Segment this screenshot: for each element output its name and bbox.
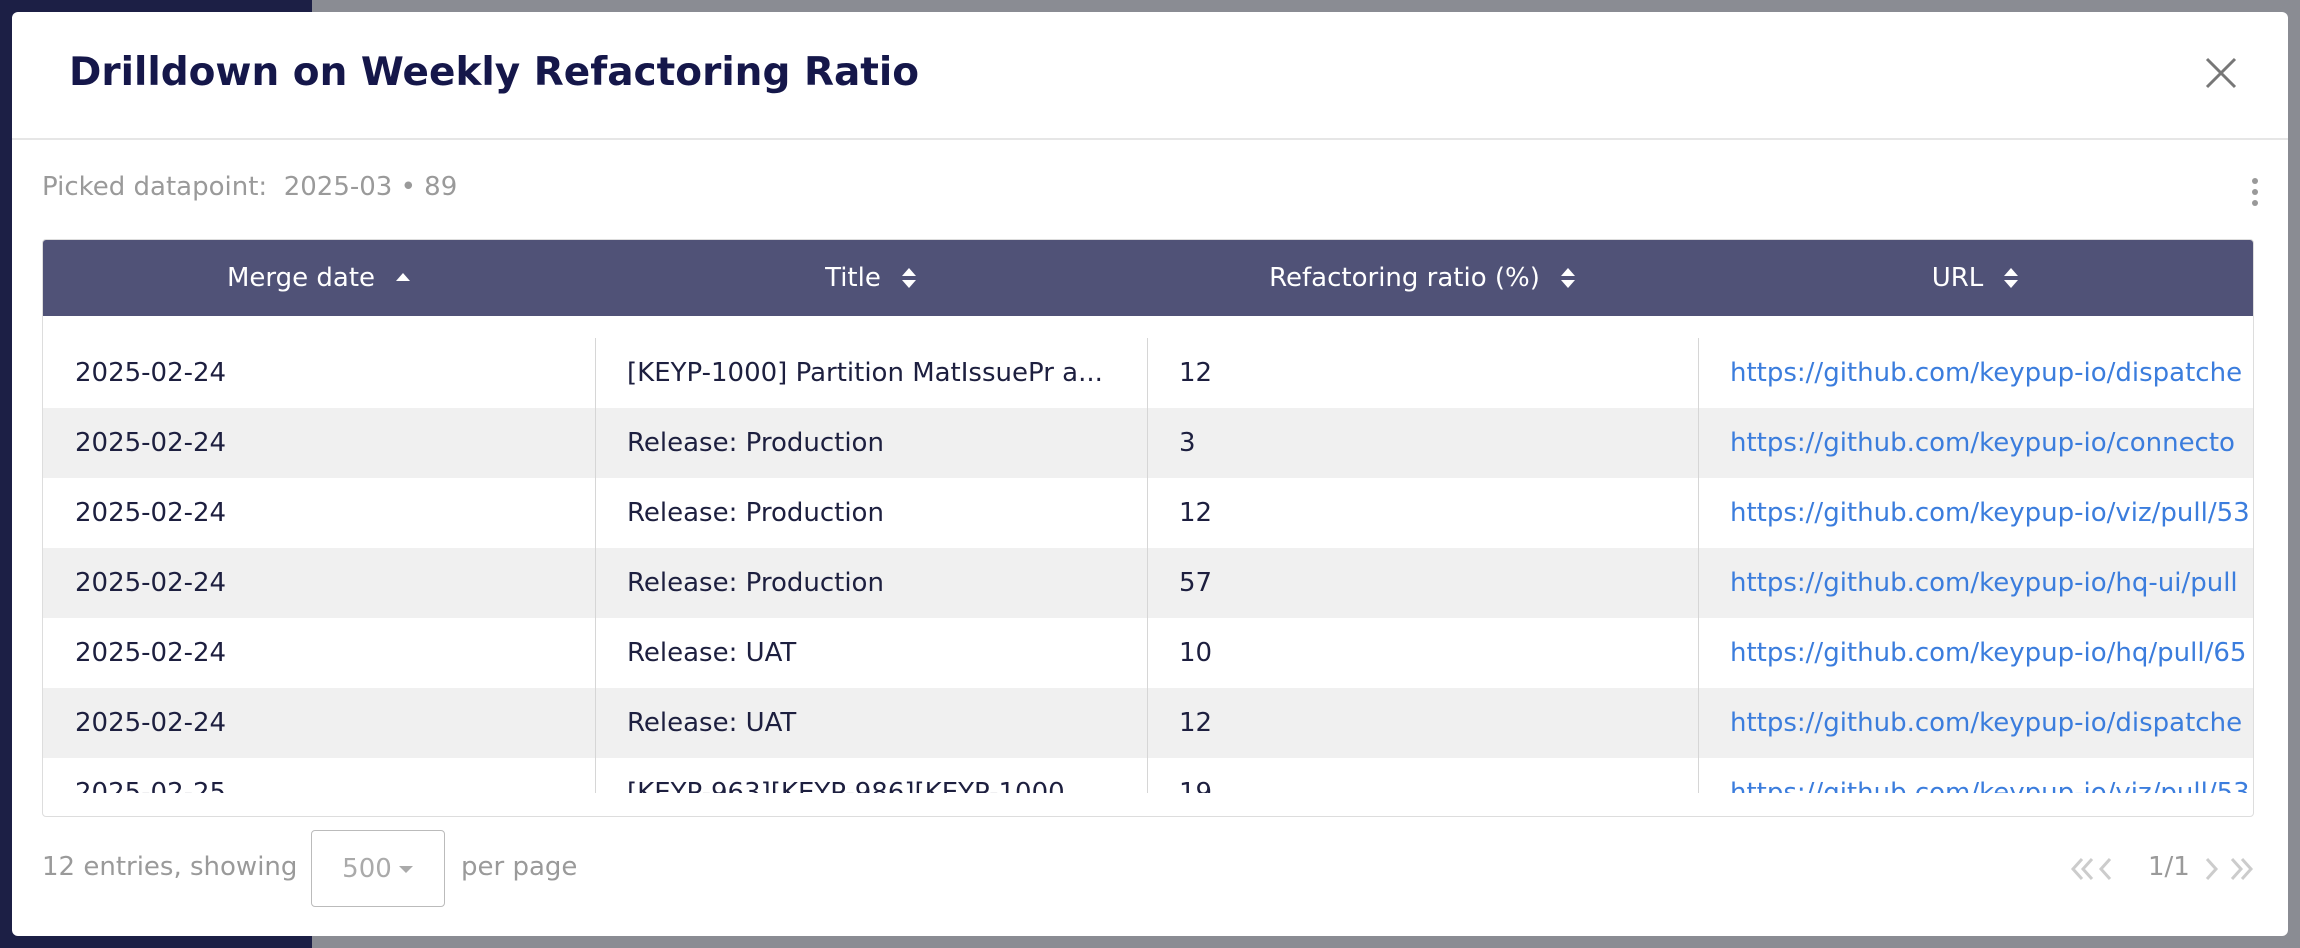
table-row: 2025-02-25 [KEYP-963][KEYP-986][KEYP-1000… — [43, 758, 2253, 793]
title-cell: Release: Production — [627, 428, 884, 458]
table-row: 2025-02-24 Release: UAT 10 https://github.c… — [43, 618, 2253, 688]
title-cell: Release: Production — [627, 568, 884, 598]
column-title: Title — [825, 263, 881, 293]
ratio-cell: 19 — [1179, 778, 1213, 793]
column-header[interactable]: Refactoring ratio (%) — [1147, 240, 1698, 316]
column-separator — [1147, 338, 1148, 793]
url-cell[interactable]: https://github.com/keypup-io/connecto — [1730, 428, 2235, 458]
merge-date-cell: 2025-02-24 — [75, 498, 227, 528]
column-header[interactable]: URL — [1698, 240, 2253, 316]
title-cell: [KEYP-963][KEYP-986][KEYP-1000... — [627, 778, 1090, 793]
ratio-cell: 3 — [1179, 428, 1196, 458]
sort-icon — [1560, 268, 1575, 288]
url-cell[interactable]: https://github.com/keypup-io/viz/pull/53 — [1730, 778, 2250, 793]
picked-datapoint: Picked datapoint: 2025-03 • 89 — [42, 172, 457, 202]
sort-icon — [2004, 268, 2019, 288]
ratio-cell: 12 — [1179, 358, 1213, 388]
modal: Drilldown on Weekly Refactoring Ratio Pi… — [12, 12, 2288, 936]
title-cell: [KEYP-1000] Partition MatIssuePr a... — [627, 358, 1103, 388]
merge-date-cell: 2025-02-25 — [75, 778, 227, 793]
ratio-cell: 12 — [1179, 498, 1213, 528]
title-cell: Release: UAT — [627, 638, 797, 668]
title-cell: Release: Production — [627, 498, 884, 528]
table-header: Merge date Title Refactoring ratio (%) U… — [43, 240, 2253, 316]
per-page-select[interactable]: 500 — [311, 830, 445, 907]
merge-date-cell: 2025-02-24 — [75, 568, 227, 598]
column-title: URL — [1931, 263, 1984, 293]
table-row: 2025-02-24 Release: Production 57 https://g… — [43, 548, 2253, 618]
modal-title: Drilldown on Weekly Refactoring Ratio — [69, 50, 920, 95]
url-cell[interactable]: https://github.com/keypup-io/dispatche — [1730, 708, 2243, 738]
url-cell[interactable]: https://github.com/keypup-io/dispatche — [1730, 358, 2243, 388]
ratio-cell: 10 — [1179, 638, 1213, 668]
merge-date-cell: 2025-02-24 — [75, 358, 227, 388]
merge-date-cell: 2025-02-24 — [75, 428, 227, 458]
url-cell[interactable]: https://github.com/keypup-io/hq-ui/pull — [1730, 568, 2238, 598]
column-header[interactable]: Title — [595, 240, 1147, 316]
per-page-label: per page — [461, 852, 578, 882]
per-page-value: 500 — [342, 853, 392, 884]
close-button[interactable] — [2204, 56, 2238, 90]
merge-date-cell: 2025-02-24 — [75, 708, 227, 738]
column-title: Refactoring ratio (%) — [1269, 263, 1540, 293]
first-prev-buttons[interactable] — [2070, 856, 2124, 882]
table-row: 2025-02-24 Release: UAT 12 https://github.c… — [43, 688, 2253, 758]
entries-count: 12 entries, showing — [42, 852, 298, 882]
page-indicator: 1/1 — [2148, 852, 2190, 882]
divider — [12, 138, 2288, 140]
table-row: 2025-02-24 Release: Production 12 https://g… — [43, 478, 2253, 548]
table-row: 2025-02-24 Release: Production 3 https://gi… — [43, 408, 2253, 478]
picked-label: Picked datapoint: — [42, 172, 268, 202]
dropdown-icon — [398, 865, 413, 873]
table-row: 2025-02-24 [KEYP-1000] Partition MatIssue… — [43, 338, 2253, 408]
menu-button[interactable] — [2250, 176, 2260, 210]
sort-icon — [396, 273, 411, 281]
ratio-cell: 57 — [1179, 568, 1213, 598]
column-header[interactable]: Merge date — [43, 240, 595, 316]
table-body: 2025-02-24 [KEYP-1000] Partition MatIssue… — [43, 338, 2253, 793]
sort-icon — [901, 268, 916, 288]
url-cell[interactable]: https://github.com/keypup-io/hq/pull/65 — [1730, 638, 2247, 668]
column-separator — [595, 338, 596, 793]
url-cell[interactable]: https://github.com/keypup-io/viz/pull/53 — [1730, 498, 2250, 528]
column-separator — [1698, 338, 1699, 793]
table: Merge date Title Refactoring ratio (%) U… — [42, 239, 2254, 817]
title-cell: Release: UAT — [627, 708, 797, 738]
merge-date-cell: 2025-02-24 — [75, 638, 227, 668]
next-last-buttons[interactable] — [2202, 856, 2264, 882]
column-title: Merge date — [226, 263, 376, 293]
ratio-cell: 12 — [1179, 708, 1213, 738]
picked-value: 2025-03 • 89 — [283, 172, 458, 202]
